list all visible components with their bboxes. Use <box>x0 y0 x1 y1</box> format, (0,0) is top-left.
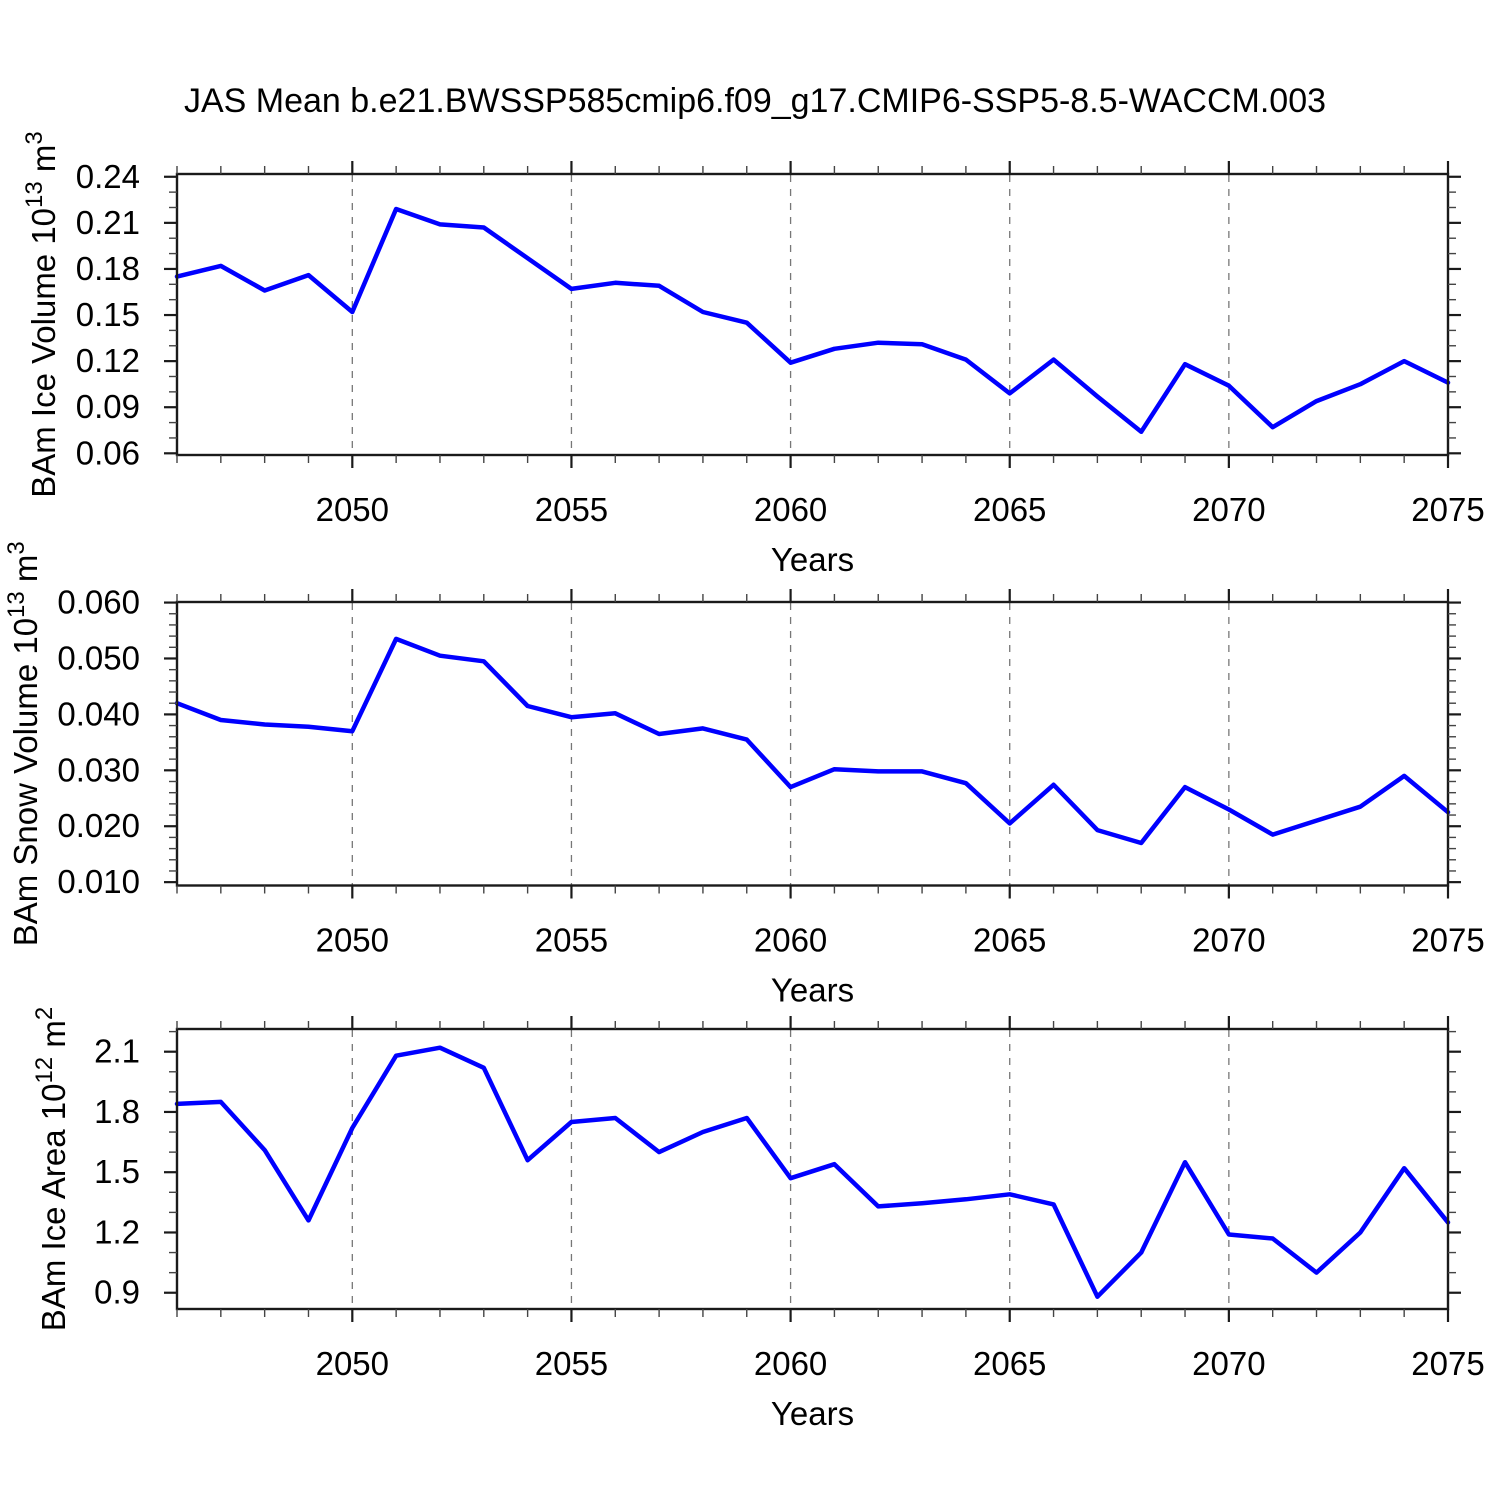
x-tick-label: 2055 <box>535 1345 608 1382</box>
y-tick-label: 0.060 <box>57 584 140 621</box>
y-axis-title-ice-volume: BAm Ice Volume 1013 m3 <box>21 131 62 498</box>
chart-title: JAS Mean b.e21.BWSSP585cmip6.f09_g17.CMI… <box>184 82 1326 120</box>
y-tick-label: 0.12 <box>76 342 140 379</box>
x-tick-label: 2050 <box>316 1345 389 1382</box>
y-tick-label: 2.1 <box>94 1033 140 1070</box>
data-line-ice-area <box>174 1045 1451 1299</box>
x-tick-label: 2060 <box>754 922 827 959</box>
x-axis-title: Years <box>771 541 854 578</box>
y-tick-label: 0.09 <box>76 388 140 425</box>
x-tick-label: 2070 <box>1192 1345 1265 1382</box>
axis-box <box>175 600 1450 887</box>
x-tick-label: 2065 <box>973 491 1046 528</box>
y-tick-label: 0.24 <box>76 158 140 195</box>
x-tick-label: 2055 <box>535 491 608 528</box>
y-tick-label: 1.5 <box>94 1153 140 1190</box>
x-tick-label: 2065 <box>973 1345 1046 1382</box>
x-axis-title: Years <box>771 972 854 1009</box>
y-axis-title-ice-area: BAm Ice Area 1012 m2 <box>31 1007 72 1331</box>
x-tick-label: 2070 <box>1192 491 1265 528</box>
y-tick-label: 1.8 <box>94 1093 140 1130</box>
panel-ice-area: 2050 2055 2060 2065 2070 2075 Years 0.9 1.2 1.5 1.… <box>31 1007 1485 1432</box>
data-line-snow-volume <box>174 636 1451 846</box>
x-tick-label: 2060 <box>754 491 827 528</box>
data-line-ice-volume <box>174 206 1451 435</box>
y-tick-label: 0.06 <box>76 434 140 471</box>
y-axis-title-snow-volume: BAm Snow Volume 1013 m3 <box>3 541 44 946</box>
y-tick-label: 0.040 <box>57 695 140 732</box>
panel-snow-volume: 2050 2055 2060 2065 2070 2075 Years 0.010 0.020 0… <box>3 541 1485 1008</box>
x-tick-label: 2065 <box>973 922 1046 959</box>
x-axis-title: Years <box>771 1395 854 1432</box>
y-tick-label: 0.18 <box>76 250 140 287</box>
x-tick-label: 2075 <box>1411 922 1484 959</box>
x-tick-label: 2070 <box>1192 922 1265 959</box>
y-tick-label: 0.030 <box>57 751 140 788</box>
x-tick-label: 2075 <box>1411 491 1484 528</box>
y-tick-label: 1.2 <box>94 1213 140 1250</box>
y-tick-label: 0.020 <box>57 807 140 844</box>
axis-box <box>175 1027 1450 1311</box>
y-tick-label: 0.21 <box>76 204 140 241</box>
x-tick-label: 2050 <box>316 922 389 959</box>
x-tick-label: 2075 <box>1411 1345 1484 1382</box>
x-tick-label: 2060 <box>754 1345 827 1382</box>
x-tick-label: 2055 <box>535 922 608 959</box>
x-tick-label: 2050 <box>316 491 389 528</box>
y-tick-label: 0.15 <box>76 296 140 333</box>
panel-ice-volume: 2050 2055 2060 2065 2070 2075 Years 0.06 0.09 0.1… <box>21 131 1485 578</box>
y-tick-label: 0.9 <box>94 1274 140 1311</box>
y-tick-label: 0.010 <box>57 863 140 900</box>
y-tick-label: 0.050 <box>57 639 140 676</box>
